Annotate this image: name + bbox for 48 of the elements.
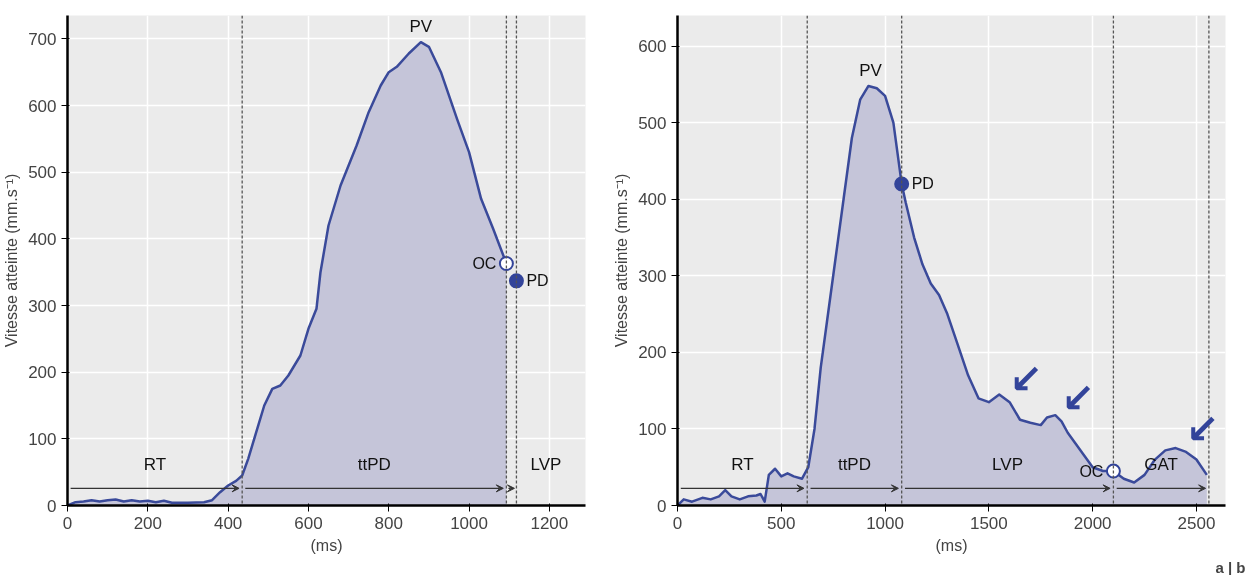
x-tick-label: 2000 [1073,513,1112,533]
y-axis-title: Vitesse atteinte (mm.s⁻¹) [613,173,631,348]
y-tick-label: 500 [638,113,667,133]
y-tick-label: 500 [28,163,57,183]
x-tick-label: 0 [672,513,683,533]
x-tick-label: 500 [767,513,796,533]
y-tick-label: 600 [638,37,667,57]
x-tick-label: 2500 [1177,513,1216,533]
annotation: ↙ [1009,356,1044,403]
x-tick-label: 200 [133,513,162,533]
x-tick-label: 800 [374,513,403,533]
y-tick-label: 0 [657,496,667,516]
y-tick-label: 600 [28,96,57,116]
y-tick-label: 300 [638,266,667,286]
annotation: ttPD [837,455,871,475]
y-tick-label: 200 [28,363,57,383]
y-tick-label: 200 [638,343,667,363]
annotation: ↙ [1061,375,1096,422]
annotation: LVP [992,455,1023,475]
text: a | b [1215,558,1246,576]
x-axis-title: (ms) [935,536,968,554]
x-tick-label: 1000 [866,513,904,533]
annotation: LVP [530,455,562,475]
y-tick-label: 100 [28,429,57,449]
y-tick-label: 100 [638,419,667,439]
series-label: OC [472,255,497,272]
y-tick-label: 700 [28,29,57,49]
x-tick-label: 0 [62,513,73,533]
y-tick-label: 300 [28,296,57,316]
series-label: OC [1079,462,1104,480]
x-tick-label: 600 [294,513,323,533]
y-axis-title: Vitesse atteinte (mm.s⁻¹) [3,173,21,348]
annotation: ttPD [357,455,391,475]
x-tick-label: 400 [213,513,243,533]
y-tick-label: 400 [638,190,667,210]
x-tick-label: 1000 [450,513,488,533]
series-label: PD [526,272,549,290]
annotation: ↙ [1186,405,1220,452]
y-tick-label: 0 [47,496,57,516]
series-label: PD [911,175,934,193]
x-tick-label: 1200 [530,513,569,533]
x-axis-title: (ms) [310,536,343,554]
y-tick-label: 400 [28,229,57,249]
x-tick-label: 1500 [969,513,1008,533]
annotation: PV [409,17,433,37]
annotation: RT [731,455,754,475]
annotation: RT [143,455,167,475]
annotation: PV [859,60,883,80]
